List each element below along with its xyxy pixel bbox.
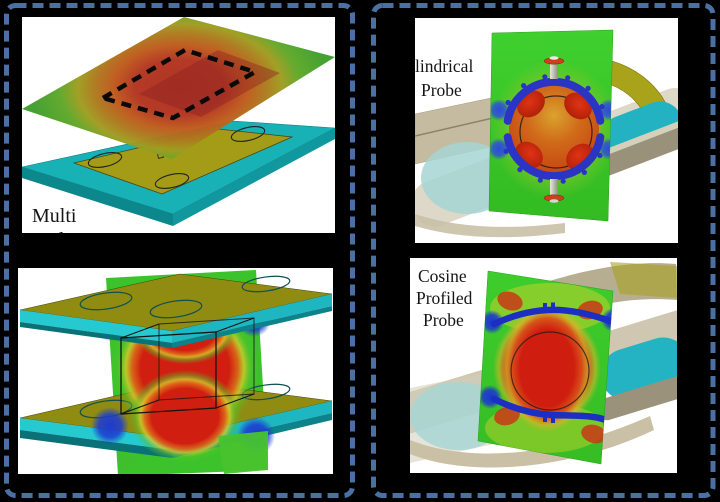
panel-dielectric-cross-section — [18, 268, 333, 474]
panel-multi-dielectric: Multi Dielectric — [22, 17, 335, 233]
caption-line: Profiled — [416, 288, 473, 308]
panel-cylindrical-probe: lindrical Probe — [415, 18, 678, 243]
caption-line: Multi — [32, 205, 77, 227]
caption-line: Cosine — [418, 266, 467, 286]
caption-line: lindrical — [415, 56, 473, 76]
caption-line-clipped: Dielectric — [30, 229, 109, 233]
panel-cosine-profiled-probe: Cosine Profiled Probe — [410, 258, 677, 473]
caption-line: Probe — [423, 310, 464, 330]
section-plane-front-strip — [218, 431, 268, 474]
top-plate — [19, 273, 333, 348]
caption-line: Probe — [421, 80, 462, 100]
